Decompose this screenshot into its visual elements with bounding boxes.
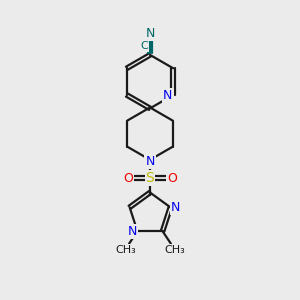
Text: N: N xyxy=(163,88,172,101)
Text: N: N xyxy=(171,201,180,214)
Text: N: N xyxy=(145,27,155,40)
Text: O: O xyxy=(167,172,177,185)
Text: S: S xyxy=(146,171,154,185)
Text: N: N xyxy=(145,155,155,168)
Text: CH₃: CH₃ xyxy=(165,244,185,255)
Text: O: O xyxy=(123,172,133,185)
Text: CH₃: CH₃ xyxy=(116,244,136,255)
Text: N: N xyxy=(128,225,137,238)
Text: C: C xyxy=(140,41,148,51)
